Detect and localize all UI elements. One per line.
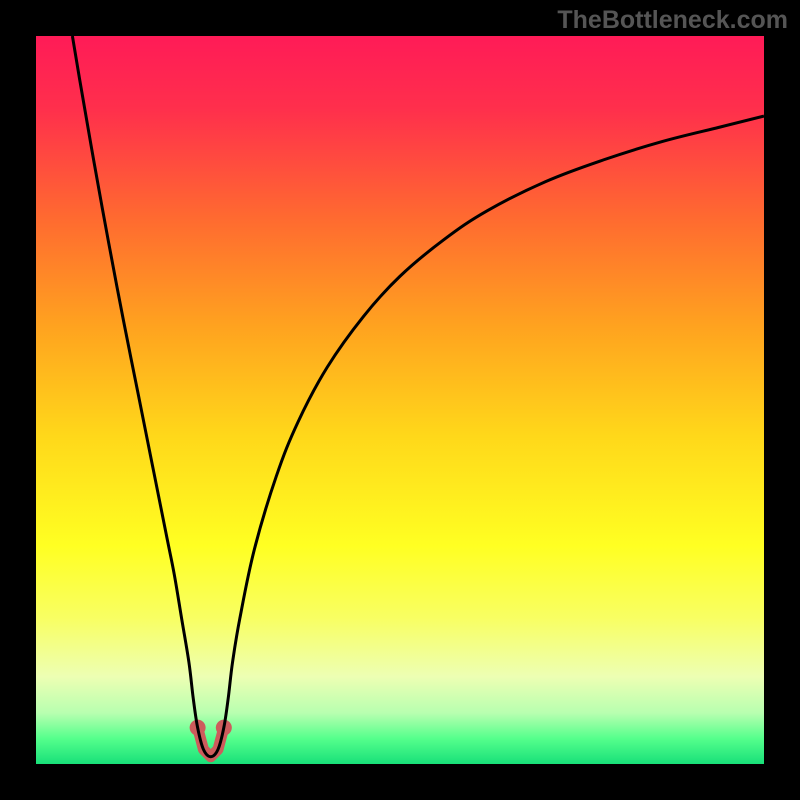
watermark-text: TheBottleneck.com: [557, 6, 788, 35]
gradient-background: [36, 36, 764, 764]
plot-area: [36, 36, 764, 764]
